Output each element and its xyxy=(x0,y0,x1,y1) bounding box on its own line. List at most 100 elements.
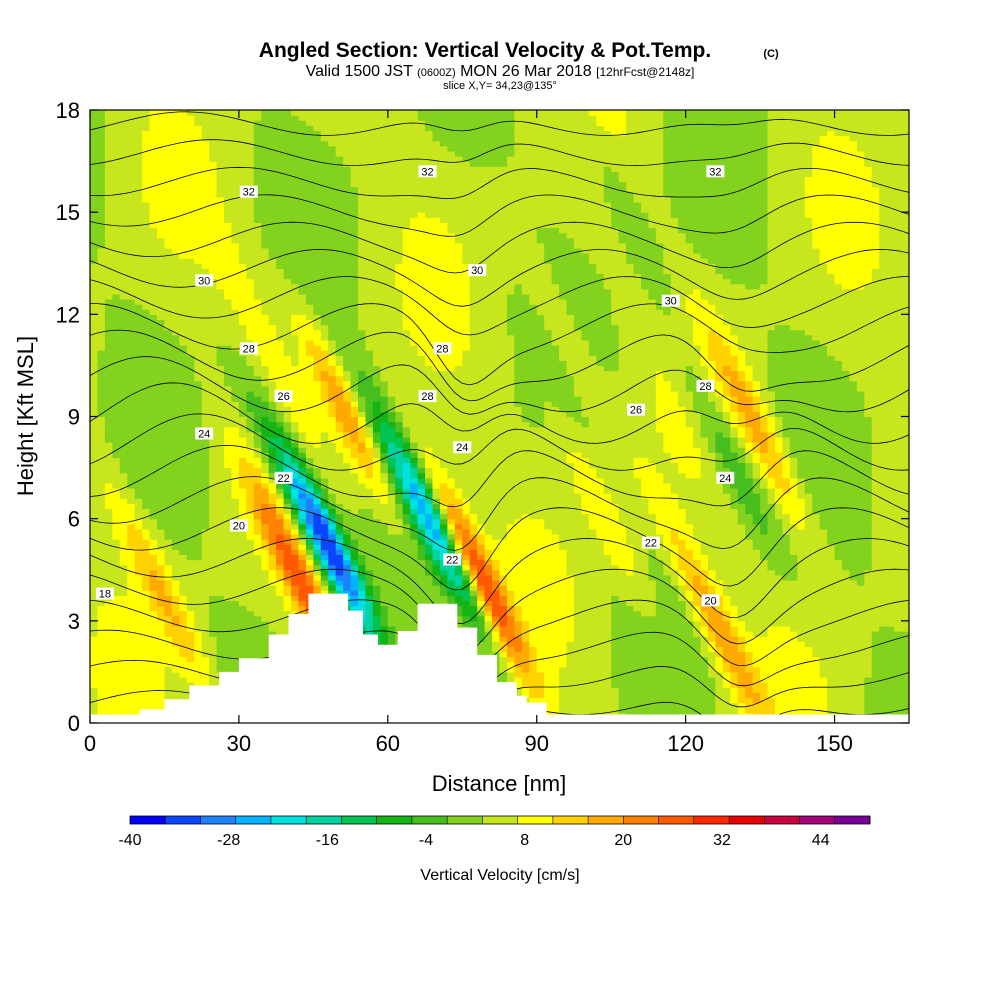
velocity-cell xyxy=(216,426,225,433)
velocity-cell xyxy=(320,212,329,218)
velocity-cell xyxy=(276,452,285,458)
velocity-cell xyxy=(387,309,396,315)
velocity-cell xyxy=(350,579,359,586)
velocity-cell xyxy=(97,401,106,407)
velocity-cell xyxy=(298,472,307,479)
velocity-cell xyxy=(320,554,329,561)
velocity-cell xyxy=(171,625,180,632)
velocity-cell xyxy=(372,196,381,203)
velocity-cell xyxy=(365,350,374,356)
velocity-cell xyxy=(216,232,225,239)
velocity-cell xyxy=(186,585,195,591)
velocity-cell xyxy=(216,431,225,438)
velocity-cell xyxy=(291,319,300,326)
velocity-cell xyxy=(343,217,352,223)
velocity-cell xyxy=(238,380,247,387)
velocity-cell xyxy=(112,319,121,326)
velocity-cell xyxy=(119,278,128,285)
velocity-cell xyxy=(365,559,374,566)
velocity-cell xyxy=(104,350,113,356)
velocity-cell xyxy=(246,585,255,591)
velocity-cell xyxy=(320,569,329,576)
velocity-cell xyxy=(186,344,195,351)
velocity-cell xyxy=(142,406,151,412)
velocity-cell xyxy=(216,620,225,627)
velocity-cell xyxy=(253,283,262,290)
velocity-cell xyxy=(224,457,233,464)
velocity-cell xyxy=(380,125,389,132)
velocity-cell xyxy=(194,283,203,290)
velocity-cell xyxy=(186,452,195,458)
velocity-cell xyxy=(224,288,233,295)
velocity-cell xyxy=(186,334,195,341)
velocity-cell xyxy=(298,263,307,269)
velocity-cell xyxy=(179,467,188,474)
velocity-cell xyxy=(372,620,381,627)
velocity-cell xyxy=(142,150,151,157)
velocity-cell xyxy=(231,431,240,438)
velocity-cell xyxy=(119,166,128,172)
velocity-cell xyxy=(335,579,344,586)
velocity-cell xyxy=(224,513,233,520)
velocity-cell xyxy=(283,253,292,259)
velocity-cell xyxy=(224,273,233,280)
velocity-cell xyxy=(201,574,210,581)
velocity-cell xyxy=(171,319,180,326)
velocity-cell xyxy=(164,201,173,208)
velocity-cell xyxy=(194,523,203,530)
velocity-cell xyxy=(142,493,151,499)
velocity-cell xyxy=(201,646,210,653)
velocity-cell xyxy=(231,350,240,356)
velocity-cell xyxy=(350,595,359,601)
velocity-cell xyxy=(268,462,277,469)
velocity-cell xyxy=(365,564,374,571)
velocity-cell xyxy=(201,671,210,678)
velocity-cell xyxy=(387,411,396,418)
velocity-cell xyxy=(291,201,300,208)
velocity-cell xyxy=(90,590,99,596)
velocity-cell xyxy=(365,110,374,116)
velocity-cell xyxy=(127,416,136,423)
velocity-cell xyxy=(372,544,381,550)
velocity-cell xyxy=(224,150,233,157)
velocity-cell xyxy=(372,533,381,540)
velocity-cell xyxy=(157,375,166,382)
velocity-cell xyxy=(134,416,143,423)
velocity-cell xyxy=(171,288,180,295)
velocity-cell xyxy=(261,365,270,372)
velocity-cell xyxy=(305,462,314,469)
velocity-cell xyxy=(365,477,374,484)
velocity-cell xyxy=(365,416,374,423)
velocity-cell xyxy=(298,416,307,423)
velocity-cell xyxy=(179,232,188,239)
velocity-cell xyxy=(276,457,285,464)
velocity-cell xyxy=(253,201,262,208)
velocity-cell xyxy=(291,191,300,198)
velocity-cell xyxy=(112,283,121,290)
velocity-cell xyxy=(276,554,285,561)
velocity-cell xyxy=(328,375,337,382)
velocity-cell xyxy=(298,482,307,489)
velocity-cell xyxy=(238,600,247,607)
velocity-cell xyxy=(380,314,389,321)
velocity-cell xyxy=(224,385,233,392)
velocity-cell xyxy=(298,293,307,300)
velocity-cell xyxy=(142,319,151,326)
velocity-cell xyxy=(268,278,277,285)
velocity-cell xyxy=(291,498,300,504)
velocity-cell xyxy=(186,682,195,688)
velocity-cell xyxy=(253,222,262,229)
velocity-cell xyxy=(119,273,128,280)
velocity-cell xyxy=(387,150,396,157)
velocity-cell xyxy=(261,401,270,407)
velocity-cell xyxy=(112,452,121,458)
velocity-cell xyxy=(395,503,404,510)
velocity-cell xyxy=(387,268,396,275)
velocity-cell xyxy=(119,574,128,581)
velocity-cell xyxy=(320,288,329,295)
velocity-cell xyxy=(171,523,180,530)
velocity-cell xyxy=(104,472,113,479)
velocity-cell xyxy=(194,242,203,249)
velocity-cell xyxy=(380,161,389,167)
velocity-cell xyxy=(90,324,99,331)
